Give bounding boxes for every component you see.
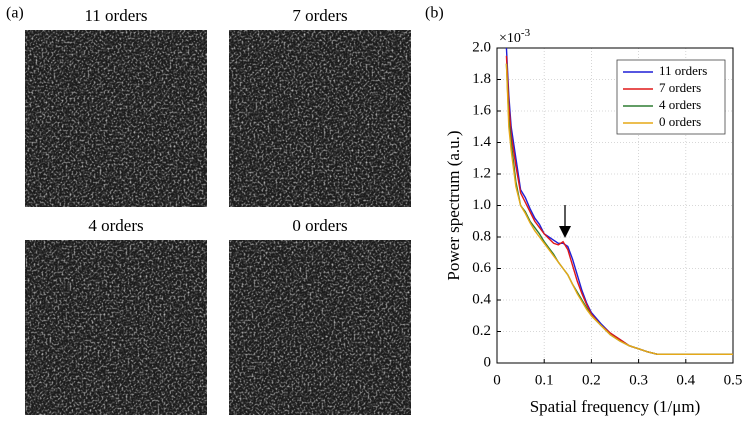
image-speckle — [25, 30, 207, 207]
arrow-head — [559, 226, 571, 238]
image-speckle — [25, 240, 207, 415]
image-speckle — [229, 240, 411, 415]
legend-label: 0 orders — [659, 114, 701, 129]
multiplier-base: ×10 — [499, 31, 521, 46]
y-tick-label: 1.8 — [472, 71, 491, 87]
legend-label: 4 orders — [659, 97, 701, 112]
y-tick-label: 0.4 — [472, 291, 491, 307]
image-speckle — [229, 30, 411, 207]
x-tick-label: 0.5 — [724, 372, 743, 388]
y-axis-label: Power spectrum (a.u.) — [444, 130, 463, 280]
image-title: 7 orders — [292, 6, 347, 25]
x-tick-label: 0 — [493, 372, 501, 388]
image-title: 4 orders — [88, 216, 143, 235]
image-title: 0 orders — [292, 216, 347, 235]
plot-frame — [496, 47, 734, 364]
x-axis-label: Spatial frequency (1/μm) — [530, 397, 701, 416]
y-tick-label: 1.0 — [472, 197, 491, 213]
x-tick-label: 0.1 — [535, 372, 554, 388]
y-tick-label: 0.2 — [472, 323, 491, 339]
image-title: 11 orders — [84, 6, 147, 25]
multiplier-exponent: -3 — [521, 27, 531, 39]
y-tick-label: 1.4 — [472, 134, 491, 150]
legend-label: 11 orders — [659, 63, 707, 78]
x-tick-label: 0.2 — [582, 372, 601, 388]
x-tick-label: 0.4 — [676, 372, 695, 388]
y-tick-label: 1.6 — [472, 102, 491, 118]
y-tick-label: 1.2 — [472, 165, 491, 181]
legend-label: 7 orders — [659, 80, 701, 95]
panel-label: (a) — [6, 5, 24, 22]
x-tick-label: 0.3 — [629, 372, 648, 388]
y-tick-label: 0.8 — [472, 228, 491, 244]
y-tick-label: 0 — [484, 354, 492, 370]
series-line — [505, 63, 733, 356]
y-tick-label: 0.6 — [472, 260, 491, 276]
y-tick-label: 2.0 — [472, 39, 491, 55]
panel-label: (b) — [425, 5, 444, 22]
y-multiplier: ×10-3 — [499, 27, 531, 47]
